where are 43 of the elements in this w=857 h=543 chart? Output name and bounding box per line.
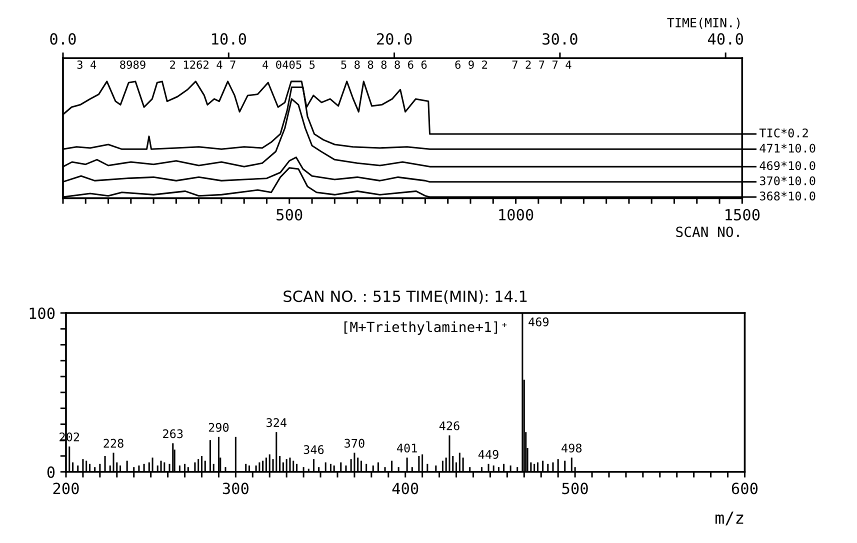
text: 2 1262 4 7 bbox=[170, 60, 236, 69]
text: 4 0405 5 bbox=[262, 60, 315, 69]
chart-title: SCAN NO. : 515 TIME(MIN): 14.1 bbox=[284, 290, 527, 304]
annotation: 469 bbox=[528, 317, 549, 326]
x2-tick-label: 30.0 bbox=[542, 33, 578, 45]
x-tick-label: 500 bbox=[276, 208, 302, 221]
annotation: 290 bbox=[208, 422, 229, 432]
legend-label: 368*10.0 bbox=[760, 192, 816, 200]
x-tick-label: 400 bbox=[392, 482, 418, 494]
text: 6 9 2 bbox=[455, 60, 488, 69]
x2-tick-label: 40.0 bbox=[708, 33, 744, 45]
y-tick-label: 100 bbox=[30, 307, 55, 320]
text: 3 4 bbox=[77, 60, 96, 69]
annotation: [M+Triethylamine+1]⁺ bbox=[344, 321, 507, 335]
legend-label: TIC*0.2 bbox=[759, 128, 808, 138]
x-tick-label: 1500 bbox=[726, 208, 760, 221]
legend-label: 469*10.0 bbox=[760, 161, 816, 170]
x2-tick-label: 20.0 bbox=[377, 33, 412, 45]
annotation: 370 bbox=[344, 438, 364, 448]
x-axis-title: m/z bbox=[716, 512, 744, 526]
annotation: 401 bbox=[396, 444, 417, 453]
annotation: 449 bbox=[478, 450, 498, 459]
legend-label: 471*10.0 bbox=[760, 144, 816, 153]
text: 5 8 8 8 8 6 6 bbox=[341, 60, 427, 69]
text: 7 2 7 7 4 bbox=[512, 60, 572, 69]
annotation: 263 bbox=[163, 429, 183, 438]
x-tick-label: 300 bbox=[222, 482, 248, 494]
x2-tick-label: 0.0 bbox=[50, 33, 76, 45]
x2-tick-label: 10.0 bbox=[212, 33, 246, 45]
annotation: 324 bbox=[266, 418, 286, 428]
x-tick-label: 600 bbox=[732, 482, 758, 494]
x-tick-label: 200 bbox=[53, 482, 79, 494]
x-axis-title: SCAN NO. bbox=[676, 226, 739, 238]
y-tick-label: 0 bbox=[47, 466, 55, 478]
text: 8989 bbox=[120, 60, 146, 69]
annotation: 498 bbox=[562, 444, 582, 453]
x-tick-label: 1000 bbox=[499, 208, 534, 221]
x2-axis-title: TIME(MIN.) bbox=[667, 18, 740, 29]
annotation: 228 bbox=[104, 438, 124, 448]
annotation: 426 bbox=[439, 421, 460, 430]
x-tick-label: 500 bbox=[562, 482, 588, 494]
legend-label: 370*10.0 bbox=[760, 176, 816, 186]
annotation: 346 bbox=[304, 445, 324, 454]
